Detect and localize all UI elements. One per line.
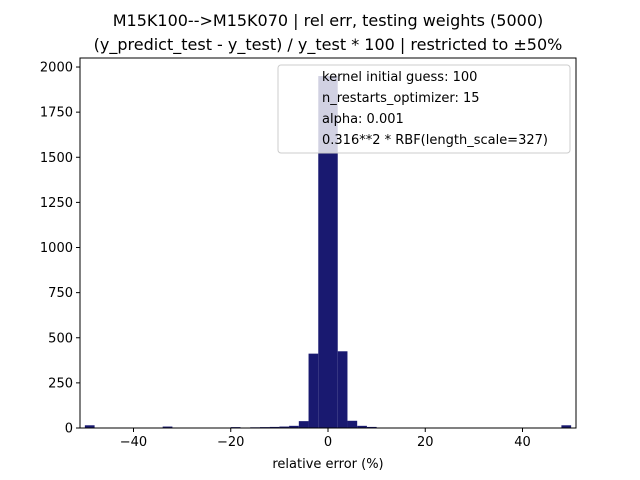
y-tick-label: 1250 bbox=[40, 196, 73, 211]
legend-box bbox=[277, 64, 571, 154]
x-axis-label: relative error (%) bbox=[272, 457, 383, 472]
histogram-bar bbox=[357, 425, 367, 428]
x-tick-label: 0 bbox=[324, 435, 332, 450]
histogram-bar bbox=[328, 76, 338, 429]
y-tick-label: 250 bbox=[48, 376, 73, 391]
y-tick-label: 2000 bbox=[40, 61, 73, 76]
histogram-bar bbox=[162, 426, 173, 428]
y-tick-label: 750 bbox=[48, 286, 73, 301]
histogram-bar bbox=[308, 353, 319, 428]
histogram-bar bbox=[347, 420, 358, 428]
legend-entry: kernel initial guess: 100 bbox=[322, 70, 477, 85]
legend: kernel initial guess: 100 n_restarts_opt… bbox=[277, 64, 571, 154]
y-tick-label: 500 bbox=[48, 331, 73, 346]
legend-entry: n_restarts_optimizer: 15 bbox=[322, 91, 480, 106]
chart-title: M15K100-->M15K070 | rel err, testing wei… bbox=[113, 11, 544, 30]
histogram-bar bbox=[279, 426, 290, 428]
x-tick-label: −40 bbox=[120, 435, 147, 450]
histogram-bar bbox=[269, 426, 280, 428]
legend-entry: 0.316**2 * RBF(length_scale=327) bbox=[322, 133, 548, 148]
y-tick-label: 1750 bbox=[40, 106, 73, 121]
histogram-bar bbox=[298, 421, 309, 428]
histogram-bar bbox=[84, 425, 95, 428]
histogram-bar bbox=[366, 426, 377, 428]
x-tick-label: −20 bbox=[217, 435, 244, 450]
x-tick-label: 40 bbox=[514, 435, 531, 450]
histogram-bar bbox=[561, 425, 572, 428]
y-tick-label: 0 bbox=[65, 422, 73, 437]
histogram-bar bbox=[289, 425, 299, 428]
chart-subtitle: (y_predict_test - y_test) / y_test * 100… bbox=[94, 35, 563, 55]
y-tick-label: 1500 bbox=[40, 151, 73, 166]
y-tick-label: 1000 bbox=[40, 241, 73, 256]
x-axis-ticks: −40 −20 0 20 40 bbox=[120, 428, 531, 450]
bars-group bbox=[84, 76, 572, 429]
histogram-bar bbox=[318, 76, 328, 429]
legend-entry: alpha: 0.001 bbox=[322, 112, 404, 127]
histogram-bar bbox=[337, 351, 348, 428]
y-axis-ticks: 0 250 500 750 1000 1250 1500 1750 2000 bbox=[40, 61, 80, 437]
x-tick-label: 20 bbox=[417, 435, 434, 450]
